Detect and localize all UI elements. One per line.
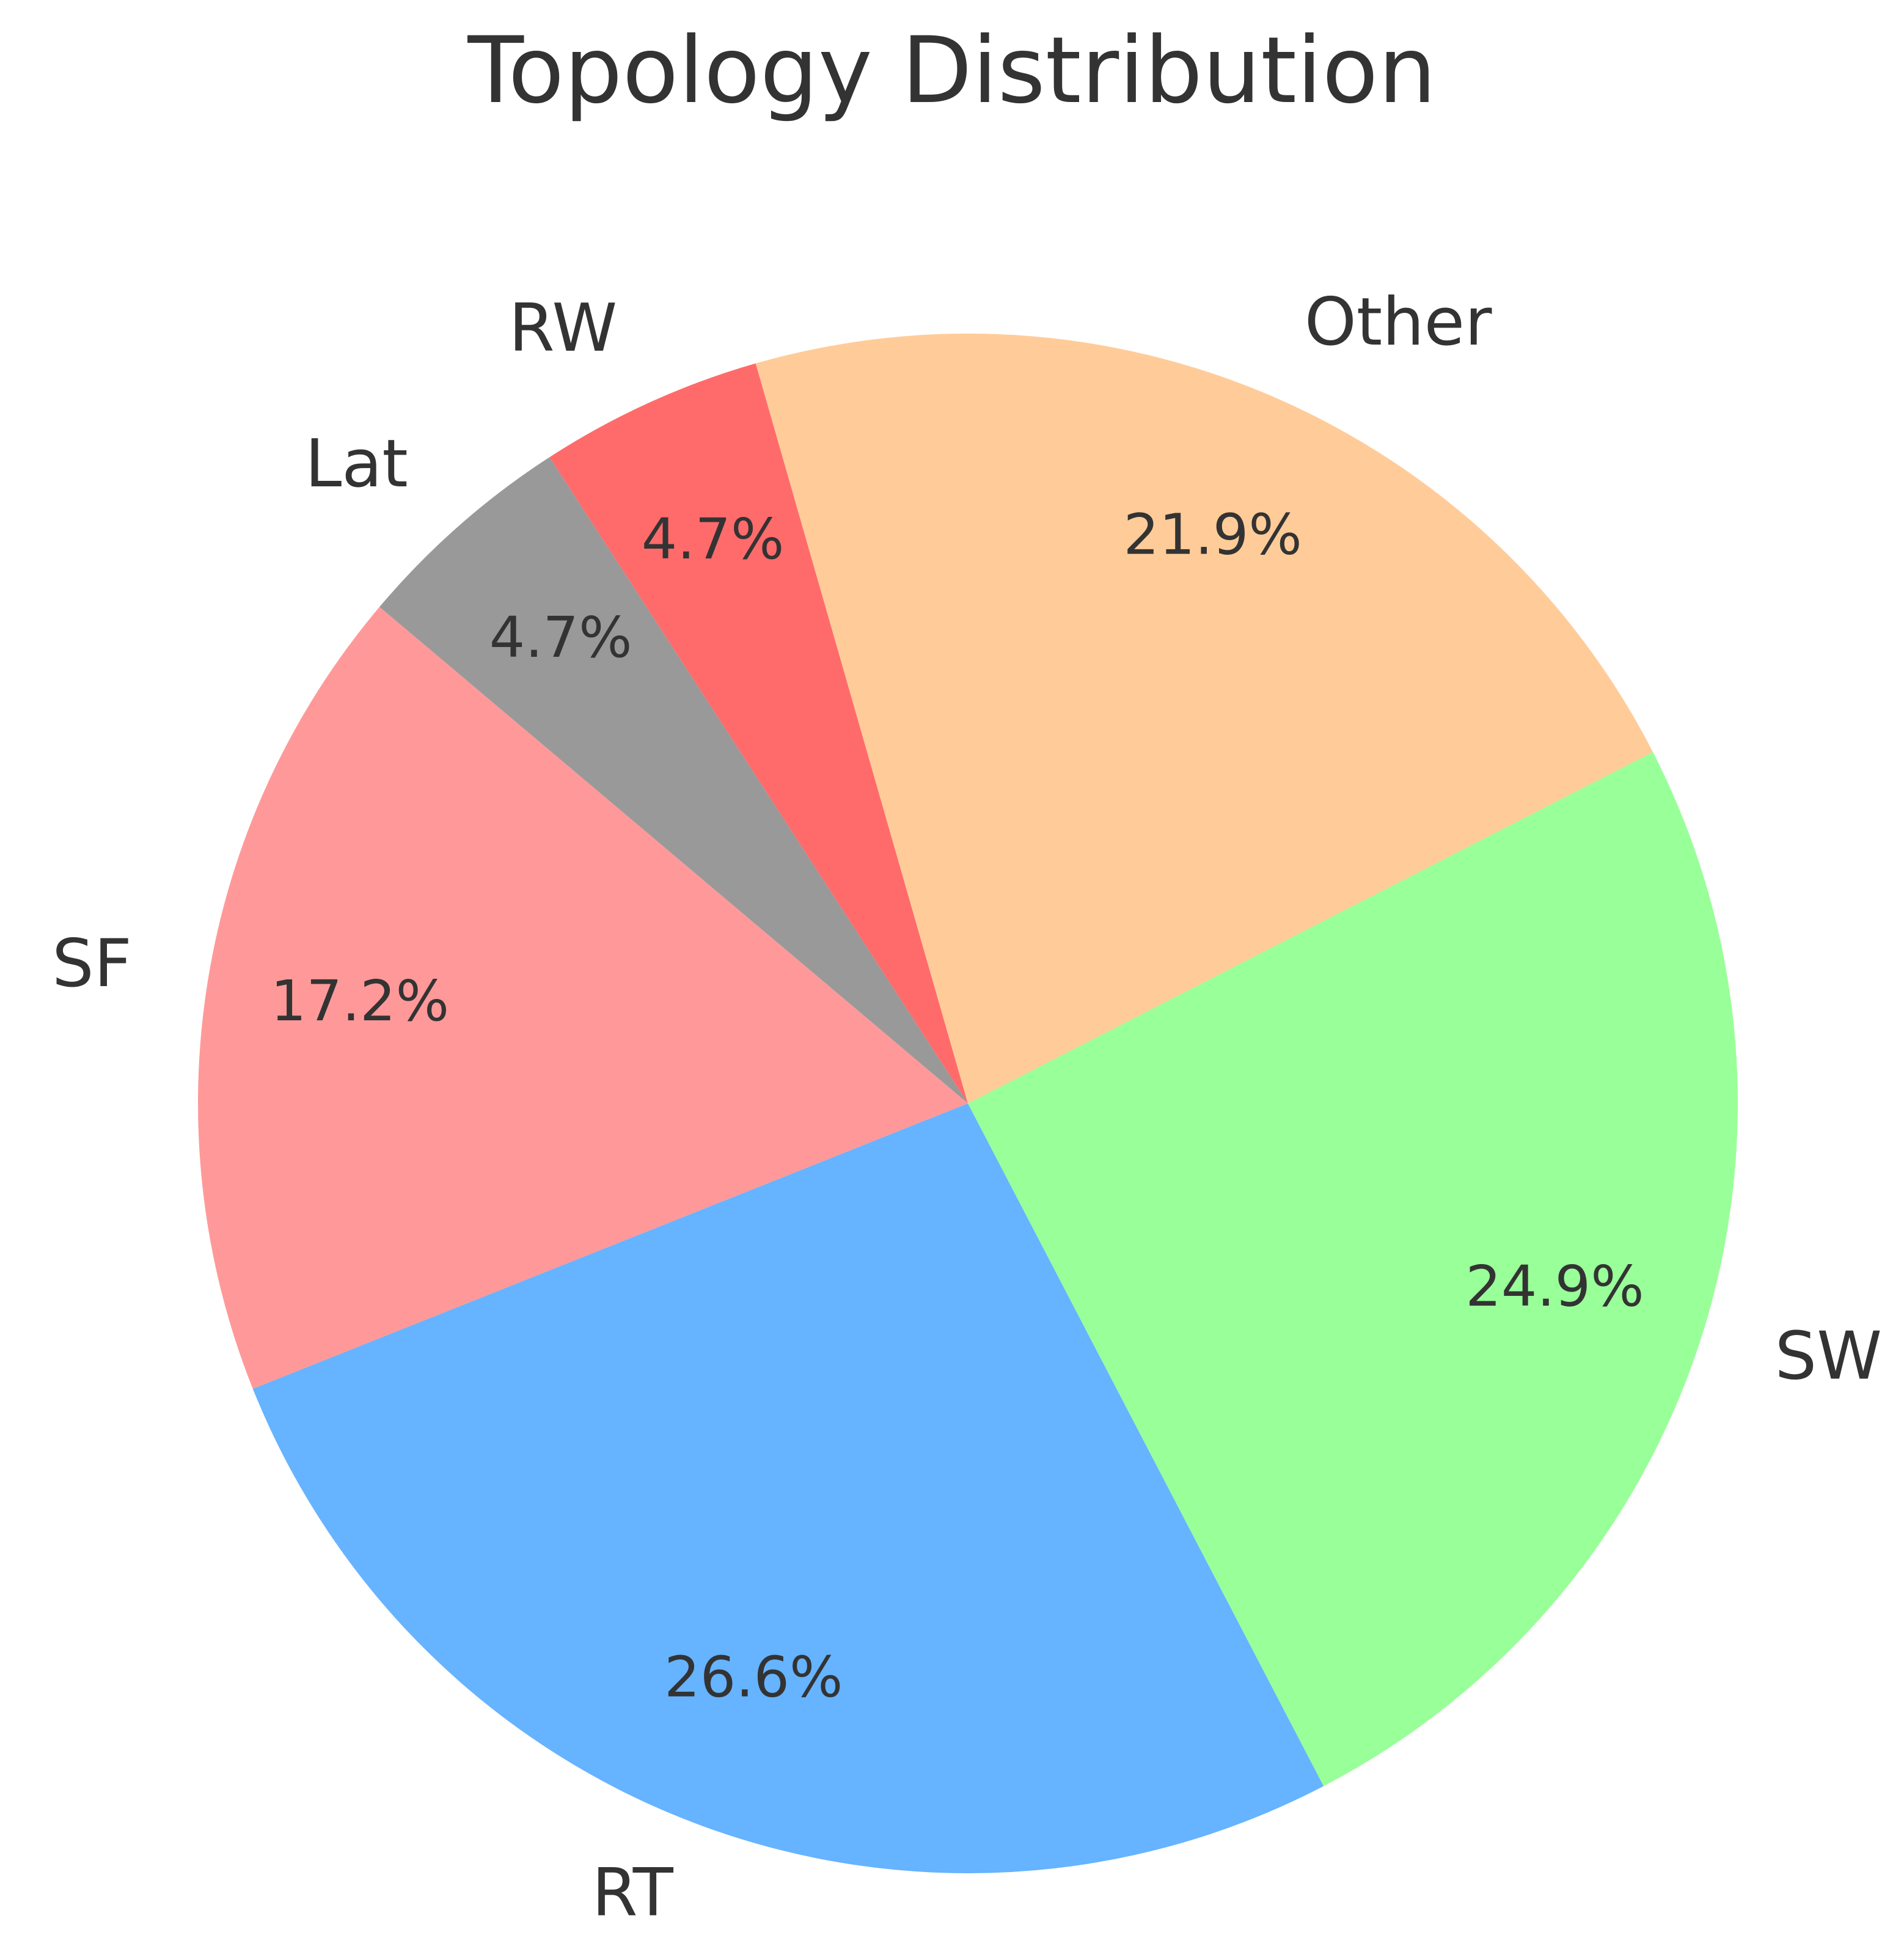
- pie-slice-rw: [549, 363, 968, 1103]
- pie-pct-label-rw: 4.7%: [642, 506, 785, 572]
- pie-pct-label-sw: 24.9%: [1465, 1254, 1644, 1319]
- pie-labels: RW 4.7% Lat 4.7% SF 17.2% RT 26.6% SW 24.9% Other 2…: [52, 284, 1882, 1931]
- pie-pct-label-lat: 4.7%: [489, 605, 632, 670]
- pie-pct-label-sf: 17.2%: [271, 968, 449, 1034]
- pie-label-rw: RW: [509, 290, 617, 367]
- pie-slice-sf: [197, 607, 968, 1389]
- pie-label-rt: RT: [592, 1855, 674, 1931]
- chart-title: Topology Distribution: [467, 18, 1436, 124]
- pie-pct-label-other: 21.9%: [1124, 502, 1302, 567]
- pie-pct-label-rt: 26.6%: [664, 1644, 843, 1709]
- pie-slice-rt: [252, 1103, 1324, 1873]
- pie-label-other: Other: [1305, 284, 1492, 360]
- pie-label-sw: SW: [1775, 1318, 1882, 1394]
- pie-label-sf: SF: [52, 926, 132, 1002]
- pie-slices: [197, 333, 1738, 1873]
- pie-label-lat: Lat: [305, 426, 408, 502]
- pie-slice-other: [755, 333, 1653, 1103]
- pie-slice-lat: [379, 457, 968, 1103]
- pie-slice-sw: [968, 751, 1738, 1786]
